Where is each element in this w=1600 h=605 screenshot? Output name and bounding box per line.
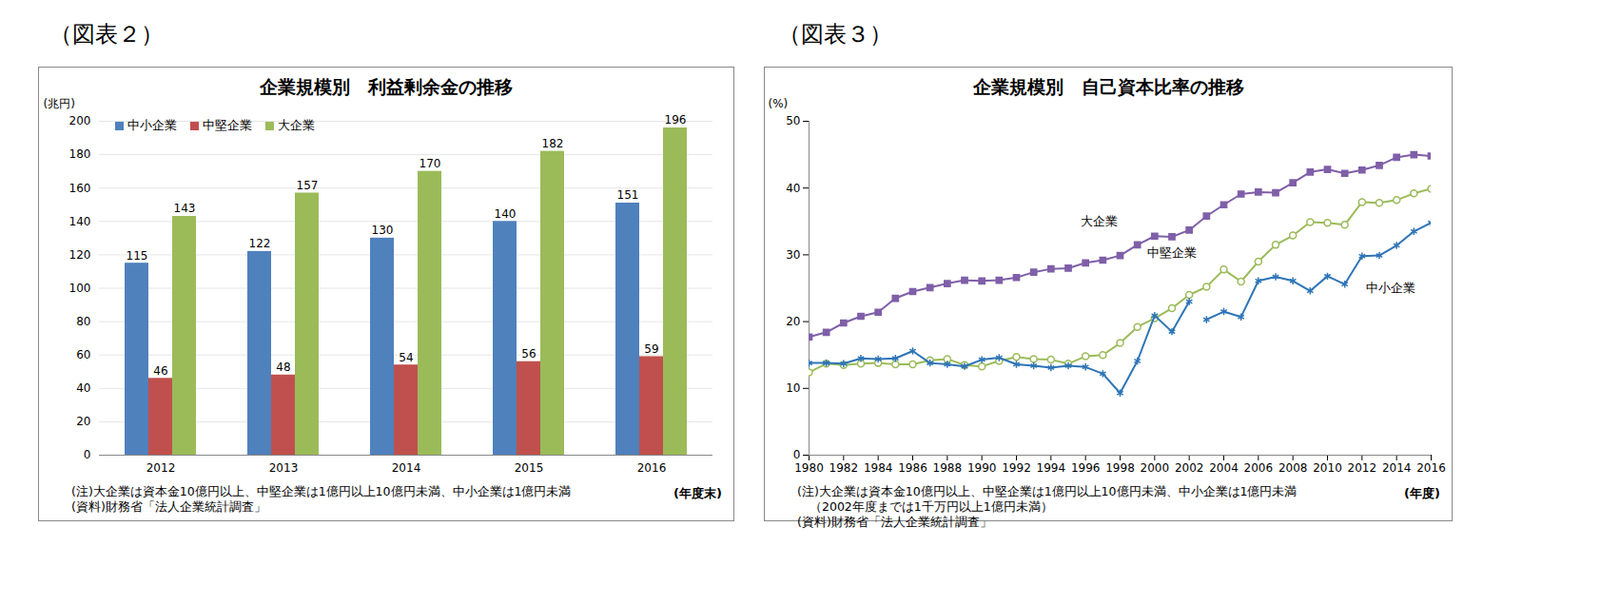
svg-text:56: 56 [521,347,536,361]
svg-text:(%): (%) [768,97,789,111]
html-text:企業規模別 自己資本比率の推移: 企業規模別 自己資本比率の推移 [972,76,1244,98]
html-text:（図表３）: （図表３） [778,20,893,48]
svg-text:2016: 2016 [1416,461,1446,475]
svg-text:182: 182 [542,136,565,151]
svg-text:中堅企業: 中堅企業 [1147,245,1197,260]
svg-text:(兆円): (兆円) [43,97,76,111]
svg-text:0: 0 [793,448,801,462]
svg-text:20: 20 [76,414,91,429]
html-text:（図表２）: （図表２） [49,20,164,48]
svg-text:0: 0 [83,448,92,462]
svg-text:2014: 2014 [391,461,422,475]
html-text:(資料)財務省「法人企業統計調査」: (資料)財務省「法人企業統計調査」 [71,499,267,514]
svg-text:160: 160 [69,181,92,196]
svg-text:30: 30 [785,248,800,262]
svg-text:157: 157 [296,178,319,193]
svg-text:120: 120 [69,248,92,262]
svg-text:20: 20 [785,314,800,329]
svg-text:196: 196 [664,113,687,127]
svg-text:1986: 1986 [897,461,928,475]
svg-text:40: 40 [76,381,91,395]
svg-text:130: 130 [371,223,394,237]
html-text:(資料)財務省「法人企業統計調査」: (資料)財務省「法人企業統計調査」 [797,514,992,529]
svg-text:1980: 1980 [794,461,824,475]
svg-text:1996: 1996 [1071,461,1101,475]
svg-text:122: 122 [249,236,272,251]
svg-text:2004: 2004 [1209,461,1239,475]
html-text:(注)大企業は資本金10億円以上、中堅企業は1億円以上10億: (注)大企業は資本金10億円以上、中堅企業は1億円以上10億円未満、中小企業は1… [797,484,1298,499]
html-text:(年度末): (年度末) [673,486,722,501]
svg-text:59: 59 [643,342,659,356]
svg-text:2014: 2014 [1382,461,1412,475]
svg-text:200: 200 [69,114,92,128]
svg-text:2013: 2013 [269,461,299,475]
svg-text:143: 143 [174,201,196,215]
svg-text:170: 170 [419,156,442,171]
svg-text:1992: 1992 [1001,461,1032,475]
svg-text:2010: 2010 [1312,461,1343,475]
svg-text:2015: 2015 [514,461,545,475]
svg-text:2000: 2000 [1140,461,1171,475]
svg-text:2006: 2006 [1244,461,1274,475]
html-text:企業規模別 利益剰余金の推移: 企業規模別 利益剰余金の推移 [259,76,513,98]
svg-text:2008: 2008 [1278,461,1308,475]
svg-text:40: 40 [785,181,800,196]
svg-text:10: 10 [785,381,800,395]
svg-text:80: 80 [76,314,91,329]
html-text:(年度): (年度) [1404,486,1441,501]
svg-text:60: 60 [76,348,91,362]
svg-text:2016: 2016 [637,461,667,475]
html-text:大企業: 大企業 [277,117,315,133]
svg-text:大企業: 大企業 [1080,214,1118,229]
svg-text:1982: 1982 [829,461,859,475]
svg-text:140: 140 [69,214,92,229]
svg-text:50: 50 [785,114,800,128]
html-text:中堅企業: 中堅企業 [202,117,253,133]
svg-text:1984: 1984 [863,461,894,475]
svg-text:54: 54 [398,351,413,365]
html-text:(注)大企業は資本金10億円以上、中堅企業は1億円以上10億: (注)大企業は資本金10億円以上、中堅企業は1億円以上10億円未満、中小企業は1… [71,484,572,499]
svg-text:1998: 1998 [1105,461,1135,475]
html-text:（2002年度までは1千万円以上1億円未満）: （2002年度までは1千万円以上1億円未満） [797,499,1053,514]
svg-text:140: 140 [494,207,517,221]
svg-text:1988: 1988 [933,461,963,475]
svg-text:46: 46 [153,364,168,378]
svg-text:1990: 1990 [967,461,997,475]
svg-text:2002: 2002 [1174,461,1205,475]
svg-text:48: 48 [275,360,291,374]
svg-text:2012: 2012 [146,461,176,475]
svg-text:1994: 1994 [1036,461,1067,475]
svg-text:180: 180 [69,147,92,161]
svg-text:115: 115 [126,249,149,263]
svg-text:100: 100 [69,281,92,295]
svg-text:中小企業: 中小企業 [1365,280,1416,295]
html-text:中小企業: 中小企業 [127,117,177,133]
svg-text:2012: 2012 [1347,461,1378,475]
svg-text:151: 151 [617,188,640,202]
